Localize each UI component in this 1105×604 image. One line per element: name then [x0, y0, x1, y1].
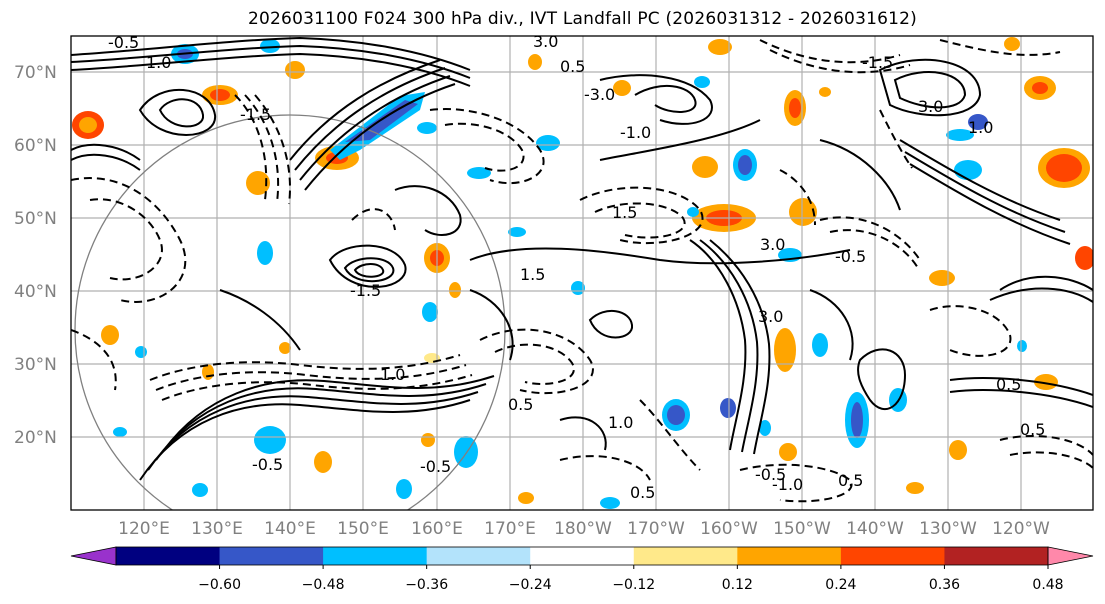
lat-label-20n: 20°N — [14, 428, 57, 448]
contour-label: 1.0 — [608, 413, 633, 432]
longitude-labels: 120°E 130°E 140°E 150°E 160°E 170°E 180°… — [118, 519, 1050, 539]
contour-label: 0.5 — [838, 471, 863, 490]
contours-negative — [71, 39, 1093, 503]
colorbar-segment — [323, 547, 428, 565]
colorbar-extend-high — [1047, 546, 1094, 566]
lon-label-160w: 160°W — [700, 519, 758, 539]
colorbar-tick-label: −0.24 — [509, 577, 552, 593]
colorbar-segment — [840, 547, 945, 565]
contour-label: 0.5 — [560, 57, 585, 76]
contour-label: -0.5 — [835, 247, 866, 266]
lon-label-130e: 130°E — [191, 519, 243, 539]
contour-label: 3.0 — [918, 97, 943, 116]
lon-label-170w: 170°W — [627, 519, 685, 539]
colorbar: −0.60 −0.48 −0.36 −0.24 −0.12 0.12 0.24 0.36 0.4… — [70, 546, 1094, 593]
contour-label: 0.5 — [630, 483, 655, 502]
contour-label: 1.0 — [968, 118, 993, 137]
contour-label: -0.5 — [252, 455, 283, 474]
lon-label-150w: 150°W — [773, 519, 831, 539]
contour-label: 3.0 — [760, 235, 785, 254]
colorbar-frame — [115, 546, 1049, 566]
lat-label-40n: 40°N — [14, 282, 57, 302]
colorbar-segment — [116, 547, 221, 565]
contour-label: 1.5 — [612, 203, 637, 222]
contour-label: -1.0 — [772, 475, 803, 494]
contour-label: -1.5 — [862, 53, 893, 72]
lon-label-140e: 140°E — [264, 519, 316, 539]
divergence-negative-shading — [113, 39, 1027, 509]
lon-label-170e: 170°E — [484, 519, 536, 539]
lon-label-120e: 120°E — [118, 519, 170, 539]
contour-label: 3.0 — [758, 307, 783, 326]
lon-label-160e: 160°E — [411, 519, 463, 539]
colorbar-tick-label: −0.60 — [198, 577, 241, 593]
contour-label: 1.5 — [520, 265, 545, 284]
contour-label: 3.0 — [533, 32, 558, 51]
lon-label-140w: 140°W — [846, 519, 904, 539]
colorbar-tick-label: −0.48 — [302, 577, 345, 593]
lat-label-30n: 30°N — [14, 355, 57, 375]
latitude-labels: 70°N 60°N 50°N 40°N 30°N 20°N — [14, 63, 57, 448]
contour-labels: -0.5 1.0 3.0 -1.5 0.5 -3.0 1.5 -1.0 3.0 … — [108, 32, 1045, 502]
colorbar-tick-label: −0.36 — [405, 577, 448, 593]
colorbar-tick-label: 0.12 — [722, 577, 753, 593]
lat-label-50n: 50°N — [14, 209, 57, 229]
colorbar-segment — [530, 547, 635, 565]
contour-label: 0.5 — [508, 395, 533, 414]
contours-positive — [71, 36, 1093, 481]
graticule — [71, 36, 1093, 510]
contour-label: -1.0 — [620, 123, 651, 142]
contour-label: -0.5 — [755, 465, 786, 484]
contour-label: -1.5 — [240, 105, 271, 124]
contour-label: 1.0 — [380, 365, 405, 384]
landfall-region-circle — [74, 114, 506, 510]
colorbar-segment — [737, 547, 842, 565]
lon-label-130w: 130°W — [919, 519, 977, 539]
contour-label: -0.5 — [108, 33, 139, 52]
colorbar-tick-label: 0.36 — [929, 577, 960, 593]
colorbar-segment — [426, 547, 531, 565]
lon-label-180w: 180°W — [554, 519, 612, 539]
lon-label-150e: 150°E — [337, 519, 389, 539]
colorbar-extend-low — [70, 546, 117, 566]
colorbar-tick-label: −0.12 — [612, 577, 655, 593]
colorbar-segment — [633, 547, 738, 565]
contour-label: 1.0 — [146, 53, 171, 72]
contour-label: -0.5 — [420, 457, 451, 476]
lat-label-70n: 70°N — [14, 63, 57, 83]
colorbar-segment — [219, 547, 324, 565]
colorbar-tick-label: 0.24 — [825, 577, 856, 593]
contour-label: -3.0 — [584, 85, 615, 104]
lon-label-120w: 120°W — [992, 519, 1050, 539]
contour-label: 0.5 — [1020, 420, 1045, 439]
lat-label-60n: 60°N — [14, 136, 57, 156]
contour-label: -1.5 — [350, 281, 381, 300]
contour-label: 0.5 — [996, 375, 1021, 394]
plot-frame — [70, 35, 1094, 511]
colorbar-segment — [944, 547, 1049, 565]
map-title: 2026031100 F024 300 hPa div., IVT Landfa… — [248, 9, 917, 29]
colorbar-tick-label: 0.48 — [1032, 577, 1063, 593]
